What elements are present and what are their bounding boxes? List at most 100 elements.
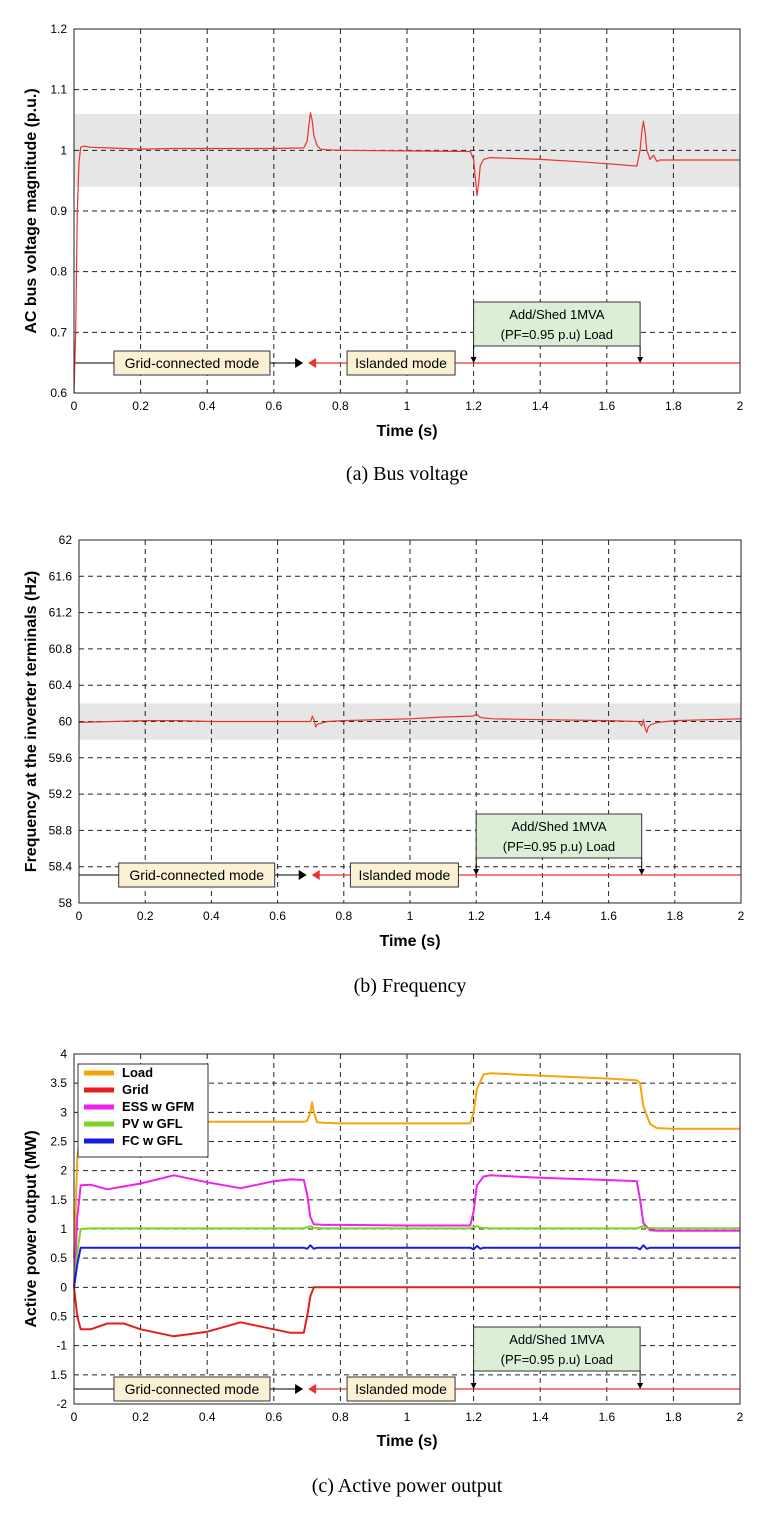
y-tick-label: 4: [60, 1047, 67, 1061]
y-tick-label: 0.5: [50, 1251, 67, 1265]
y-tick-label: 3.5: [50, 1076, 67, 1090]
x-tick-label: 0.2: [137, 909, 154, 923]
y-tick-label: 1: [60, 143, 67, 157]
x-tick-label: 1: [404, 1410, 411, 1424]
y-tick-label: 0.9: [50, 204, 67, 218]
x-tick-label: 1: [407, 909, 414, 923]
island-mode-label: Islanded mode: [355, 1381, 447, 1397]
y-tick-label: 60.8: [49, 642, 73, 656]
island-mode-arrow: [308, 358, 317, 368]
load-event-label-2: (PF=0.95 p.u) Load: [501, 1352, 613, 1367]
y-tick-label: 1.2: [50, 22, 67, 36]
y-tick-label: 60: [59, 715, 73, 729]
active-power-chart: 0 0.2 0.4 0.6 0.8 1 1.2 1.4 1.6 1.8 2 -2 1.5 -1 0.5 0 0.…: [23, 1047, 744, 1497]
series-line-pv-w-gfl: [73, 1225, 740, 1288]
plot-frame: [73, 1053, 741, 1405]
grid-mode-box: [113, 1376, 271, 1402]
y-tick-label: 60.4: [49, 678, 73, 692]
x-tick-label: 0: [71, 399, 78, 413]
island-mode-arrow: [308, 1384, 317, 1394]
y-tick-label: 58.4: [49, 860, 73, 874]
x-tick-label: 2: [738, 909, 745, 923]
legend-label: PV w GFL: [122, 1116, 183, 1131]
grid-mode-label: Grid-connected mode: [125, 1381, 260, 1397]
y-tick-label: 62: [59, 533, 73, 547]
load-event-label-1: Add/Shed 1MVA: [509, 1332, 604, 1347]
load-event-arrowhead: [473, 869, 480, 875]
island-mode-arrow: [311, 870, 320, 880]
load-event-arrowhead: [637, 357, 644, 363]
load-event-arrowhead: [470, 1383, 477, 1389]
x-tick-label: 1.8: [665, 399, 682, 413]
load-event-arrowhead: [637, 1383, 644, 1389]
x-tick-label: 1.2: [465, 1410, 482, 1424]
plot-frame: [78, 539, 742, 904]
x-tick-label: 0: [71, 1410, 78, 1424]
legend-label: ESS w GFM: [122, 1099, 194, 1114]
legend-label: Grid: [122, 1082, 149, 1097]
grid-mode-label: Grid-connected mode: [125, 355, 260, 371]
series-line-grid: [73, 1286, 740, 1338]
y-axis-title: Active power output (MW): [23, 1130, 40, 1327]
grid-mode-arrow: [295, 358, 304, 368]
y-axis-title: Frequency at the inverter terminals (Hz): [23, 571, 40, 872]
load-event-label-1: Add/Shed 1MVA: [511, 819, 606, 834]
y-tick-label: 61.6: [49, 569, 73, 583]
island-mode-box: [349, 862, 459, 888]
load-event-label-2: (PF=0.95 p.u) Load: [501, 327, 613, 342]
load-event-label-1: Add/Shed 1MVA: [509, 307, 604, 322]
x-tick-label: 0.6: [269, 909, 286, 923]
bus-voltage-chart: 0 0.2 0.4 0.6 0.8 1 1.2 1.4 1.6 1.8 2 0.6 0.7 0.8 0.9 1…: [23, 22, 744, 485]
y-tick-label: 1.5: [50, 1193, 67, 1207]
x-axis-title: Time (s): [376, 423, 437, 440]
y-tick-label: 59.2: [49, 787, 73, 801]
y-tick-label: 0.6: [50, 386, 67, 400]
x-tick-label: 1.8: [665, 1410, 682, 1424]
grid-mode-label: Grid-connected mode: [129, 867, 264, 883]
y-tick-label: 0.7: [50, 325, 67, 339]
grid-mode-box: [113, 350, 271, 376]
load-event-box: [475, 813, 643, 859]
y-tick-label: 59.6: [49, 751, 73, 765]
y-tick-label: 58: [59, 896, 73, 910]
y-tick-label: 58.8: [49, 823, 73, 837]
load-event-box: [473, 301, 641, 347]
y-tick-label: -2: [56, 1397, 67, 1411]
x-tick-label: 2: [737, 1410, 744, 1424]
x-tick-label: 0.4: [199, 399, 216, 413]
x-tick-label: 0.8: [335, 909, 352, 923]
x-tick-label: 0.6: [265, 399, 282, 413]
grid-mode-arrow: [298, 870, 307, 880]
x-tick-label: 1.6: [600, 909, 617, 923]
y-tick-label: 0.8: [50, 265, 67, 279]
series-line-fc-w-gfl: [73, 1244, 740, 1288]
x-tick-label: 1.8: [666, 909, 683, 923]
x-tick-label: 1.4: [532, 1410, 549, 1424]
island-mode-box: [346, 350, 456, 376]
y-tick-label: -1: [56, 1339, 67, 1353]
load-event-arrowhead: [638, 869, 645, 875]
y-tick-label: 2: [60, 1164, 67, 1178]
x-tick-label: 0.2: [132, 1410, 149, 1424]
y-tick-label: 1: [60, 1222, 67, 1236]
x-tick-label: 1.6: [598, 399, 615, 413]
y-tick-label: 1.1: [50, 83, 67, 97]
x-tick-label: 1.4: [534, 909, 551, 923]
legend-label: Load: [122, 1065, 153, 1080]
island-mode-label: Islanded mode: [355, 355, 447, 371]
x-tick-label: 0.6: [265, 1410, 282, 1424]
load-event-label-2: (PF=0.95 p.u) Load: [503, 839, 615, 854]
y-tick-label: 3: [60, 1105, 67, 1119]
y-tick-label: 2.5: [50, 1135, 67, 1149]
x-tick-label: 0.8: [332, 1410, 349, 1424]
figure-caption: (b) Frequency: [354, 975, 467, 997]
plot-frame: [73, 28, 741, 394]
x-tick-label: 1.2: [468, 909, 485, 923]
x-tick-label: 0.8: [332, 399, 349, 413]
frequency-chart: 0 0.2 0.4 0.6 0.8 1 1.2 1.4 1.6 1.8 2 58 58.4 58.8 59.…: [23, 533, 745, 997]
y-axis-title: AC bus voltage magnitude (p.u.): [23, 88, 40, 333]
load-event-arrowhead: [470, 357, 477, 363]
x-axis-title: Time (s): [379, 933, 440, 950]
figure-caption: (c) Active power output: [312, 1475, 503, 1497]
